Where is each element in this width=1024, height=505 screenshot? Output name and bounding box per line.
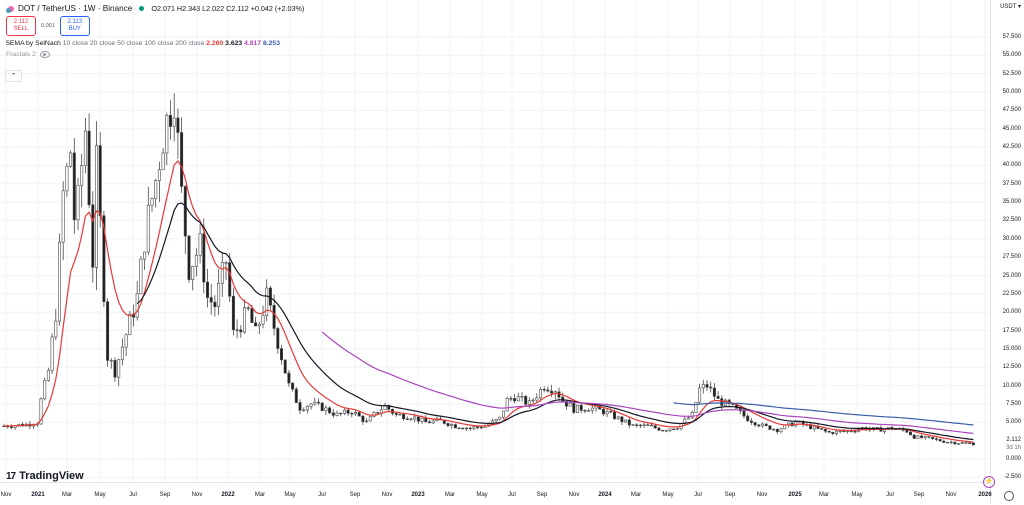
- sell-label: SELL: [13, 26, 29, 32]
- price-chart[interactable]: [0, 0, 990, 482]
- price-tick: 50.000: [1002, 89, 1021, 95]
- time-axis[interactable]: Nov 2021 Mar May Jul Sep Nov 2022 Mar May Jul Sep No…: [0, 482, 992, 505]
- price-tick: 35.000: [1002, 199, 1021, 206]
- fractals-label: Fractals 2: [6, 51, 36, 58]
- time-tick: May: [662, 492, 674, 498]
- time-tick: 2021: [31, 492, 45, 498]
- chart-grid: [0, 0, 990, 482]
- price-tick: 5.000: [1005, 419, 1021, 426]
- time-tick: 2026: [978, 492, 992, 498]
- price-tick: 30.000: [1002, 235, 1021, 242]
- time-tick: Sep: [913, 492, 925, 498]
- price-tick: 42.500: [1002, 144, 1021, 151]
- price-tick: 0.000: [1005, 456, 1021, 462]
- last-price-label: 2.112: [1006, 437, 1021, 443]
- time-tick: Mar: [444, 492, 456, 498]
- ema50-value: 4.817: [244, 40, 262, 47]
- ema-indicator-params: 10 close 20 close 50 close 100 close 200…: [62, 40, 205, 47]
- time-tick: Jul: [318, 492, 326, 498]
- time-tick: Jul: [694, 492, 702, 498]
- chart-legend: DOT / TetherUS · 1W · Binance O2.071 H2.…: [6, 4, 304, 58]
- lightning-icon[interactable]: ⚡: [983, 476, 995, 488]
- time-tick: 2024: [598, 492, 612, 498]
- time-tick: Nov: [756, 492, 768, 498]
- time-tick: May: [94, 492, 106, 498]
- time-tick: Mar: [61, 492, 73, 498]
- time-tick: Mar: [630, 492, 642, 498]
- buy-label: BUY: [68, 26, 81, 32]
- price-tick: 12.500: [1002, 364, 1021, 371]
- ema-indicator-legend[interactable]: 5EMA by SelNach 10 close 20 close 50 clo…: [6, 40, 304, 47]
- symbol-title[interactable]: DOT / TetherUS · 1W · Binance: [18, 4, 133, 13]
- price-tick: 22.500: [1002, 290, 1021, 297]
- time-tick: 2025: [788, 492, 802, 498]
- time-tick: Nov: [381, 492, 393, 498]
- ema20-value: 3.623: [225, 40, 243, 47]
- price-tick: 17.500: [1002, 327, 1021, 334]
- price-tick: 47.500: [1002, 107, 1021, 114]
- price-tick: 45.000: [1002, 125, 1021, 132]
- market-open-status-icon: [139, 6, 145, 11]
- price-tick: 7.500: [1005, 400, 1021, 407]
- price-tick: 57.500: [1002, 33, 1021, 40]
- candlestick-series: [2, 92, 975, 446]
- buy-price: 2.113: [67, 19, 83, 25]
- price-tick: 25.000: [1002, 272, 1021, 279]
- sell-price: 2.112: [13, 19, 29, 25]
- sell-button[interactable]: 2.112 SELL: [6, 16, 36, 36]
- time-tick: Nov: [191, 492, 203, 498]
- price-tick: 55.000: [1002, 52, 1021, 59]
- price-tick: 32.500: [1002, 217, 1021, 224]
- price-tick: 10.000: [1002, 382, 1021, 389]
- eye-hidden-icon[interactable]: [39, 51, 50, 58]
- price-tick: 37.500: [1002, 180, 1021, 187]
- price-tick: 27.500: [1002, 254, 1021, 261]
- time-tick: May: [851, 492, 863, 498]
- time-tick: Nov: [0, 492, 12, 498]
- time-tick: Nov: [568, 492, 580, 498]
- trade-buttons: 2.112 SELL 0.001 2.113 BUY: [6, 16, 304, 36]
- logo-text: TradingView: [19, 470, 84, 482]
- currency-selector[interactable]: USDT ▾: [1000, 4, 1021, 10]
- bar-countdown: 3d 1h: [1005, 445, 1021, 451]
- time-tick: May: [476, 492, 488, 498]
- price-tick: 40.000: [1002, 162, 1021, 169]
- time-tick: Mar: [818, 492, 830, 498]
- price-tick: 15.000: [1002, 345, 1021, 352]
- time-tick: Sep: [724, 492, 736, 498]
- price-axis[interactable]: USDT ▾ 57.500 55.000 52.500 50.000 47.500 45.…: [990, 0, 1024, 504]
- time-tick: Jul: [508, 492, 516, 498]
- price-tick: 52.500: [1002, 70, 1021, 77]
- settings-icon[interactable]: [1004, 491, 1014, 501]
- collapse-legend-button[interactable]: ⌃: [5, 70, 22, 82]
- ohlc-values: O2.071 H2.343 L2.022 C2.112 +0.042 (+2.0…: [151, 4, 305, 13]
- time-tick: Nov: [945, 492, 957, 498]
- polkadot-coin-icon: [6, 5, 14, 13]
- time-tick: 2023: [411, 492, 425, 498]
- fractals-indicator-legend[interactable]: Fractals 2: [6, 51, 304, 58]
- time-tick: Jul: [886, 492, 894, 498]
- time-tick: Jul: [129, 492, 137, 498]
- time-tick: Sep: [159, 492, 171, 498]
- ema-lines: [3, 160, 974, 443]
- time-tick: Mar: [254, 492, 266, 498]
- ema-indicator-name: 5EMA by SelNach: [6, 40, 61, 47]
- tradingview-logo-icon: 17: [6, 470, 16, 482]
- price-tick: -2.500: [1003, 474, 1021, 481]
- ema10-value: 2.260: [206, 40, 224, 47]
- ema100-value: 8.253: [262, 40, 280, 47]
- time-tick: Sep: [536, 492, 548, 498]
- buy-button[interactable]: 2.113 BUY: [59, 16, 90, 36]
- price-tick: 20.000: [1002, 309, 1021, 316]
- time-tick: May: [284, 492, 296, 498]
- time-tick: 2022: [221, 492, 235, 498]
- spread-value: 0.001: [41, 23, 55, 29]
- time-tick: Sep: [349, 492, 361, 498]
- tradingview-logo[interactable]: 17 TradingView: [6, 470, 84, 482]
